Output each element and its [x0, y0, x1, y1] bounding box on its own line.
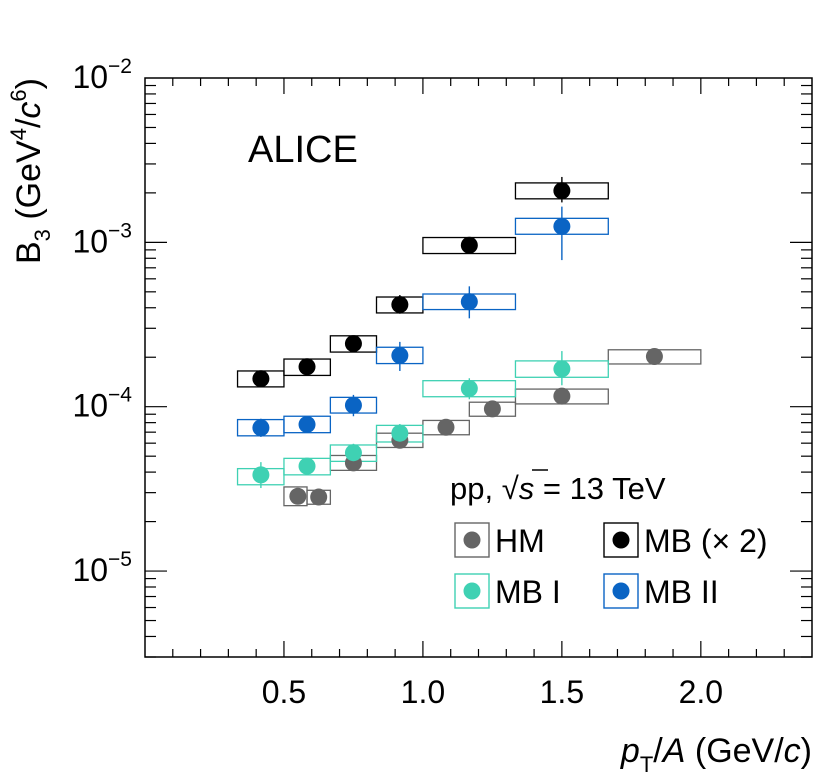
x-tick-label: 1.5: [540, 674, 584, 710]
x-axis-title: pT/A (GeV/c): [620, 732, 812, 777]
legend-box-hm: [454, 522, 490, 558]
data-point-mb2: [252, 370, 270, 388]
legend-box-mbii: [603, 573, 639, 609]
systematic-boxes: [236, 182, 702, 507]
energy-prefix: pp,: [450, 471, 502, 506]
data-point-hm: [553, 387, 571, 405]
legend: HM MB (× 2) MB I MB II: [454, 522, 768, 610]
x-title-unit-close: ): [801, 732, 812, 770]
plot-frame: [144, 77, 813, 658]
legend-marker-mbi: [463, 582, 481, 600]
energy-variable: s: [519, 471, 535, 506]
legend-label-hm: HM: [495, 523, 545, 559]
x-title-unit-open: (GeV/: [685, 732, 784, 770]
y-tick-exponent: −4: [108, 384, 132, 407]
data-point-mbii: [344, 396, 362, 414]
data-point-hm: [437, 418, 455, 436]
data-point-mbii: [391, 346, 409, 364]
x-title-slash: /: [653, 732, 663, 770]
data-point-mbi: [252, 466, 270, 484]
y-axis-title: B3 (GeV4/c6): [6, 78, 55, 264]
data-point-mbii: [460, 293, 478, 311]
y-tick-exponent: −2: [108, 55, 132, 78]
legend-label-mbi: MB I: [495, 574, 561, 610]
x-tick-label: 0.5: [262, 674, 306, 710]
y-tick-label: 10−4: [72, 384, 132, 424]
data-point-mb2: [391, 296, 409, 314]
data-point-mbii: [298, 415, 316, 433]
data-point-hm: [310, 488, 328, 506]
x-tick-label: 2.0: [679, 674, 723, 710]
data-point-mb2: [298, 358, 316, 376]
data-point-mbii: [553, 217, 571, 235]
data-point-mbi: [460, 380, 478, 398]
legend-box-mb2: [603, 522, 639, 558]
sqrt-sign: √: [502, 471, 519, 506]
x-title-p: p: [620, 732, 640, 770]
y-title-sup4: 4: [6, 128, 31, 140]
legend-marker-hm: [463, 531, 481, 549]
data-point-hm: [289, 487, 307, 505]
y-tick-label: 10−3: [72, 219, 132, 259]
y-tick-base: 10: [72, 388, 108, 424]
y-title-c: c: [10, 102, 48, 119]
data-point-mbi: [391, 424, 409, 442]
x-title-a: A: [661, 732, 686, 770]
energy-value: = 13 TeV: [534, 471, 666, 506]
data-point-mb2: [553, 182, 571, 200]
legend-box-mbi: [454, 573, 490, 609]
y-title-unit-open: (GeV: [10, 140, 48, 229]
x-title-c: c: [784, 732, 801, 770]
energy-label: pp, √s = 13 TeV: [450, 471, 666, 506]
x-tick-label: 1.0: [401, 674, 445, 710]
legend-marker-mb2: [612, 531, 630, 549]
x-title-subscript: T: [640, 752, 653, 777]
y-title-sup6: 6: [6, 89, 31, 101]
legend-label-mbii: MB II: [644, 574, 719, 610]
data-point-mbi: [553, 360, 571, 378]
error-bars: [260, 176, 656, 505]
legend-label-mb2: MB (× 2): [644, 523, 768, 559]
data-point-mbi: [298, 457, 316, 475]
y-tick-base: 10: [72, 223, 108, 259]
data-markers: [252, 182, 663, 506]
data-point-mbii: [252, 419, 270, 437]
y-tick-exponent: −5: [108, 548, 132, 571]
y-tick-label: 10−5: [72, 548, 132, 588]
y-title-b: B: [10, 241, 48, 264]
data-point-mbi: [344, 444, 362, 462]
y-title-unit-close: ): [10, 78, 48, 89]
alice-label: ALICE: [248, 129, 358, 171]
y-title-slash: /: [10, 118, 48, 128]
y-tick-label: 10−2: [72, 55, 132, 95]
y-tick-base: 10: [72, 552, 108, 588]
data-point-hm: [483, 400, 501, 418]
data-point-mb2: [460, 236, 478, 254]
y-tick-exponent: −3: [108, 219, 132, 242]
y-title-subscript: 3: [30, 229, 55, 241]
y-tick-base: 10: [72, 59, 108, 95]
data-point-mb2: [344, 335, 362, 353]
axis-ticks: 0.5 1.0 1.5 2.010−210−310−410−5: [72, 55, 812, 710]
data-point-hm: [645, 348, 663, 366]
legend-marker-mbii: [612, 582, 630, 600]
